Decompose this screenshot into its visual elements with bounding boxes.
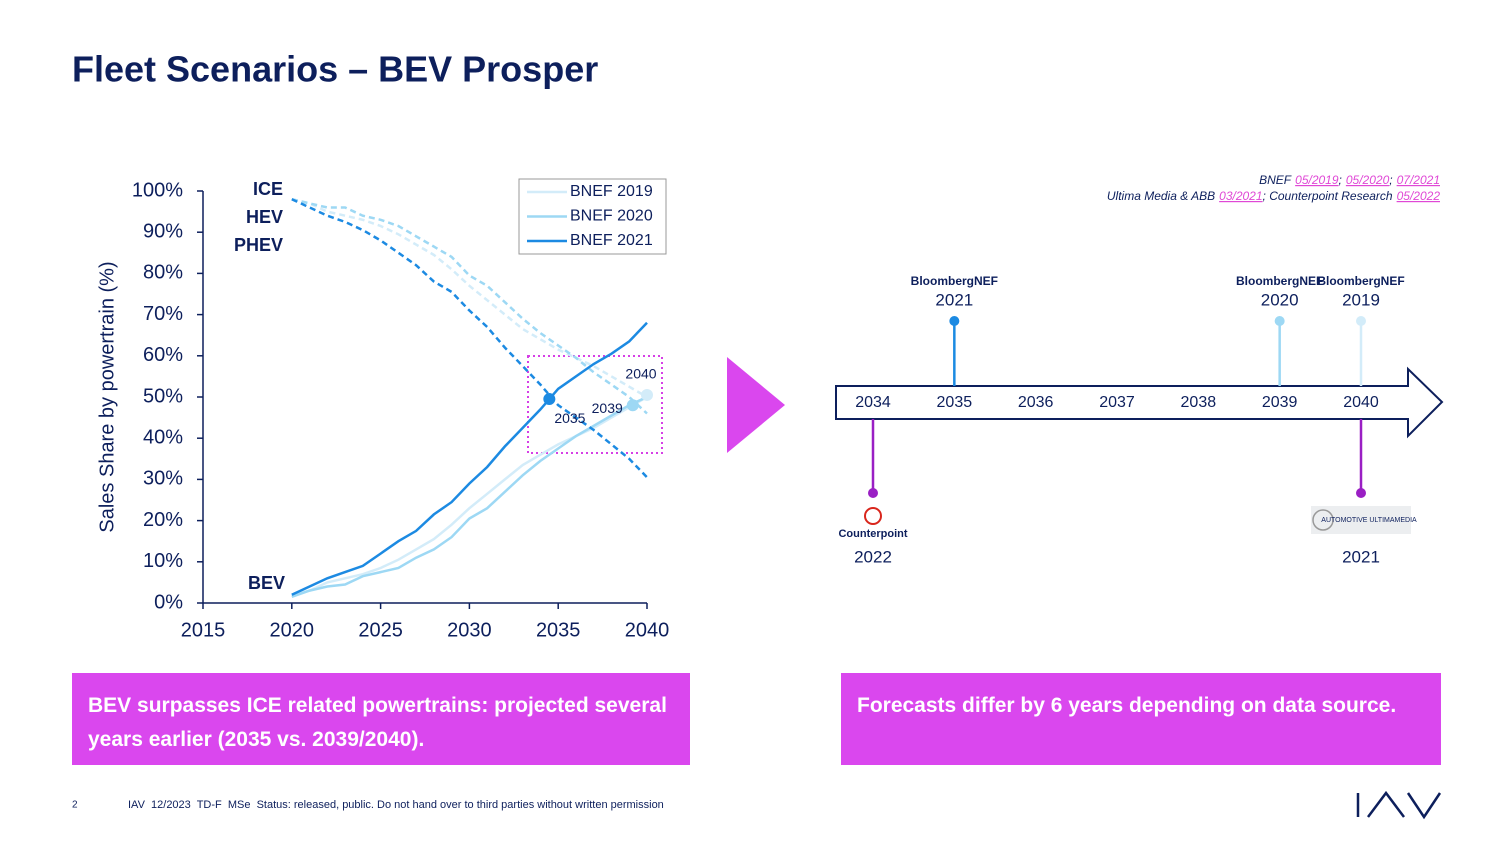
iav-logo [1356,790,1442,820]
y-tick-label: 0% [154,591,183,613]
bev-line [291,395,648,598]
source-logo: BloombergNEF [1317,274,1404,288]
callout: Forecasts differ by 6 years depending on… [841,673,1441,765]
x-tick-label: 2040 [625,619,670,641]
x-tick-label: 2025 [358,619,403,641]
bev-line [291,321,648,596]
y-tick-label: 40% [143,426,183,448]
y-tick-label: 70% [143,303,183,325]
source-logo: BloombergNEF [1236,274,1323,288]
source-logo: AUTOMOTIVE ULTIMAMEDIA [1321,517,1417,524]
timeline-year: 2038 [1181,394,1217,411]
legend-label: BNEF 2021 [570,232,653,249]
source-link[interactable]: 05/2019 [1295,173,1339,187]
series-annotation: BEV [248,573,285,593]
arrow-triangle [727,357,785,453]
series-annotation: PHEV [234,235,283,255]
logo-stroke [1406,792,1442,820]
timeline-label: 2019 [1342,290,1380,309]
ice-line [291,198,648,479]
source-logo: BloombergNEF [911,274,998,288]
crossing-point [543,393,556,406]
x-tick-label: 2015 [181,619,226,641]
ice-line [291,197,648,415]
timeline-year: 2037 [1099,394,1135,411]
y-tick-label: 60% [143,344,183,366]
source-line: Ultima Media & ABB 03/2021; Counterpoint … [1107,189,1440,203]
timeline-dot [949,316,960,326]
x-tick-label: 2035 [536,619,581,641]
source-link[interactable]: 05/2020 [1346,173,1390,187]
footer-text: IAV 12/2023 TD-F MSe Status: released, p… [128,799,664,811]
logo-stroke [1367,790,1405,818]
crossing-point [626,399,639,412]
source-link[interactable]: 05/2022 [1397,189,1441,203]
y-axis-label: Sales Share by powertrain (%) [96,261,118,532]
source-link[interactable]: 07/2021 [1397,173,1440,187]
timeline-dot [1356,488,1366,498]
y-tick-label: 20% [143,509,183,531]
source-line: BNEF 05/2019; 05/2020; 07/2021 [1259,173,1440,187]
timeline-year: 2034 [855,394,891,411]
crossing-label: 2035 [554,410,585,426]
highlight-box [527,355,663,454]
source-text: Ultima Media & ABB [1107,189,1215,203]
logo-icon [864,507,882,525]
slide-title: Fleet Scenarios – BEV Prosper [72,49,598,90]
timeline-year: 2040 [1343,394,1379,411]
crossing-point [641,388,653,401]
timeline-dot [1356,316,1366,326]
timeline-dot [868,488,878,498]
x-tick-label: 2030 [447,619,492,641]
logo-icon [1312,509,1334,531]
source-logo: Counterpoint [838,528,907,540]
legend-label: BNEF 2019 [570,183,653,200]
y-tick-label: 50% [143,385,183,407]
y-tick-label: 90% [143,220,183,242]
series-annotation: HEV [246,207,283,227]
timeline-label: 2021 [935,290,973,309]
callout: BEV surpasses ICE related powertrains: p… [72,673,690,765]
ice-line [291,197,648,399]
timeline-arrow [835,366,1444,439]
source-text: ; [1339,173,1342,187]
series-annotation: ICE [253,179,283,199]
y-tick-label: 10% [143,550,183,572]
timeline-label: 2022 [854,547,892,566]
page-number: 2 [72,800,78,811]
y-tick-label: 80% [143,262,183,284]
source-link[interactable]: 03/2021 [1219,189,1262,203]
y-tick-label: 100% [132,179,183,201]
y-tick-label: 30% [143,468,183,490]
timeline-label: 2020 [1261,290,1299,309]
source-text: ; [1389,173,1392,187]
legend-label: BNEF 2020 [570,208,653,225]
timeline-year: 2036 [1018,394,1054,411]
crossing-label: 2040 [625,366,656,382]
source-text: ; Counterpoint Research [1263,189,1393,203]
x-tick-label: 2020 [270,619,315,641]
timeline-dot [1274,316,1285,326]
timeline-year: 2035 [937,394,973,411]
timeline-year: 2039 [1262,394,1298,411]
timeline-label: 2021 [1342,547,1380,566]
crossing-label: 2039 [592,400,623,416]
source-text: BNEF [1259,173,1292,187]
